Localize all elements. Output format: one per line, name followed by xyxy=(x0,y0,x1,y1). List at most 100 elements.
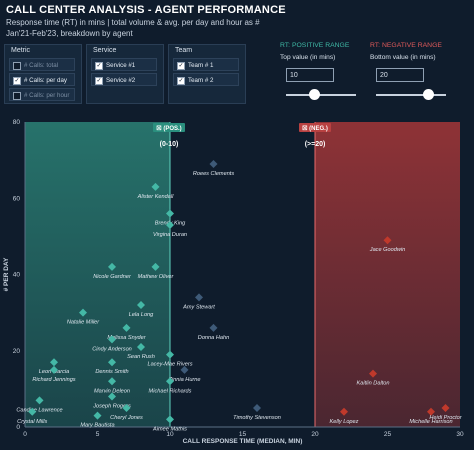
data-point-marker xyxy=(108,377,116,386)
service-filter-title: Service xyxy=(93,47,117,54)
metric-option-total[interactable]: # Calls: total xyxy=(9,58,75,71)
service-option-2[interactable]: ✓ Service #2 xyxy=(91,73,157,86)
negative-range-label: (>=20) xyxy=(305,141,326,148)
subtitle-line-1: Response time (RT) in mins | total volum… xyxy=(6,18,260,27)
checkbox-checked-icon[interactable]: ✓ xyxy=(177,77,185,85)
service-option-1[interactable]: ✓ Service #1 xyxy=(91,58,157,71)
x-tick-label: 20 xyxy=(311,431,319,438)
data-point-marker xyxy=(79,308,87,317)
rt-negative-slider-track[interactable] xyxy=(376,94,446,96)
data-point-marker xyxy=(195,293,203,302)
data-point-label: Heidi Proctor xyxy=(429,415,462,421)
page-title: CALL CENTER ANALYSIS - AGENT PERFORMANCE xyxy=(6,4,286,16)
data-point-marker xyxy=(209,159,218,168)
rt-positive-slider-handle[interactable] xyxy=(308,89,320,100)
data-point-marker xyxy=(383,236,392,245)
data-point-label: Donna Hahn xyxy=(198,335,229,341)
data-point-label: Jace Goodwin xyxy=(369,247,405,253)
data-point-marker xyxy=(108,392,116,401)
rt-positive-input[interactable]: 10 xyxy=(286,68,334,82)
data-point-marker xyxy=(151,262,160,271)
positive-badge: ☒ (POS.) xyxy=(156,125,181,132)
rt-negative-slider-handle[interactable] xyxy=(423,89,434,100)
rt-negative-title: RT: NEGATIVE RANGE xyxy=(370,42,442,49)
x-tick-label: 25 xyxy=(384,431,392,438)
data-point-label: Joseph Rogers xyxy=(92,404,131,410)
metric-filter-title: Metric xyxy=(11,47,31,54)
data-point-label: Aimee Mathis xyxy=(152,426,187,432)
team-option-1[interactable]: ✓ Team # 1 xyxy=(173,58,239,71)
data-point-marker xyxy=(108,262,116,271)
data-point-label: Richard Jennings xyxy=(32,377,75,383)
team-option-2[interactable]: ✓ Team # 2 xyxy=(173,73,239,86)
data-point-label: Zinnia Hurne xyxy=(167,377,200,383)
metric-option-per-hour[interactable]: # Calls: per hour xyxy=(9,88,75,101)
rt-positive-label: Top value (in mins) xyxy=(280,54,336,61)
data-point-label: Nicole Gardner xyxy=(93,274,132,280)
data-point-marker xyxy=(166,377,174,386)
data-point-label: Kelly Lopez xyxy=(330,419,359,425)
data-point-marker xyxy=(50,365,58,374)
data-point-label: Virgina Duran xyxy=(153,232,187,238)
rt-positive-slider-track[interactable] xyxy=(286,94,356,96)
checkbox-checked-icon[interactable]: ✓ xyxy=(13,77,21,85)
data-point-label: Michelle Harrison xyxy=(409,419,452,425)
data-point-label: Lacey-Mae Rivers xyxy=(147,362,192,368)
data-point-label: Sean Rush xyxy=(127,354,155,360)
data-point-label: Michael Richards xyxy=(149,388,192,394)
y-tick-label: 20 xyxy=(13,348,21,355)
subtitle-line-2: Jan'21-Feb'23, breakdown by agent xyxy=(6,29,133,38)
team-option-1-label: Team # 1 xyxy=(188,62,214,69)
data-point-marker xyxy=(137,342,145,351)
x-tick-label: 0 xyxy=(23,431,27,438)
data-point-label: Cindy Anderson xyxy=(92,346,132,352)
positive-badge-bg xyxy=(153,123,185,132)
rt-negative-label: Bottom value (in mins) xyxy=(370,54,436,61)
data-point-marker xyxy=(151,182,160,191)
data-point-marker xyxy=(137,301,145,309)
checkbox-checked-icon[interactable]: ✓ xyxy=(95,77,103,85)
data-point-marker xyxy=(166,350,174,359)
data-point-marker xyxy=(369,369,377,378)
data-point-label: Candice Lawrence xyxy=(16,407,62,413)
checkbox-checked-icon[interactable]: ✓ xyxy=(95,62,103,70)
rt-positive-panel: RT: POSITIVE RANGE Top value (in mins) 1… xyxy=(280,40,368,102)
checkbox-icon[interactable] xyxy=(13,92,21,100)
x-tick-label: 15 xyxy=(239,431,247,438)
data-point-label: Amy Stewart xyxy=(182,304,215,310)
team-option-2-label: Team # 2 xyxy=(188,77,214,84)
data-point-marker xyxy=(122,403,131,412)
data-point-label: Lela Long xyxy=(129,312,154,318)
y-tick-label: 80 xyxy=(13,119,21,126)
data-point-marker xyxy=(253,403,261,412)
metric-option-per-hour-label: # Calls: per hour xyxy=(24,92,70,99)
metric-filter-panel: Metric # Calls: total ✓ # Calls: per day… xyxy=(4,44,82,104)
data-point-label: Crystal Mills xyxy=(17,419,47,425)
data-point-marker xyxy=(340,407,348,416)
x-tick-label: 30 xyxy=(456,431,464,438)
data-point-label: Kaitlin Dalton xyxy=(357,381,390,387)
y-tick-label: 60 xyxy=(13,195,21,202)
service-option-2-label: Service #2 xyxy=(106,77,136,84)
data-point-marker xyxy=(166,220,174,229)
data-point-label: Natalie Miller xyxy=(67,320,100,326)
data-point-label: Timothy Stevenson xyxy=(233,415,281,421)
team-filter-panel: Team ✓ Team # 1 ✓ Team # 2 xyxy=(168,44,246,104)
page-subtitle: Response time (RT) in mins | total volum… xyxy=(6,17,306,39)
checkbox-checked-icon[interactable]: ✓ xyxy=(177,62,185,70)
data-point-label: Dennis Smith xyxy=(95,369,128,375)
rt-negative-panel: RT: NEGATIVE RANGE Bottom value (in mins… xyxy=(370,40,466,102)
checkbox-icon[interactable] xyxy=(13,62,21,70)
positive-range-band xyxy=(25,122,170,427)
data-point-marker xyxy=(122,323,131,332)
data-point-label: Marvin Deleon xyxy=(94,388,130,394)
metric-option-per-day[interactable]: ✓ # Calls: per day xyxy=(9,73,75,86)
data-point-marker xyxy=(93,411,102,420)
service-option-1-label: Service #1 xyxy=(106,62,136,69)
data-point-marker xyxy=(166,209,174,218)
data-point-label: Mary Bautista xyxy=(80,423,114,429)
x-tick-label: 10 xyxy=(166,431,174,438)
rt-negative-input[interactable]: 20 xyxy=(376,68,424,82)
data-point-marker xyxy=(50,358,58,367)
